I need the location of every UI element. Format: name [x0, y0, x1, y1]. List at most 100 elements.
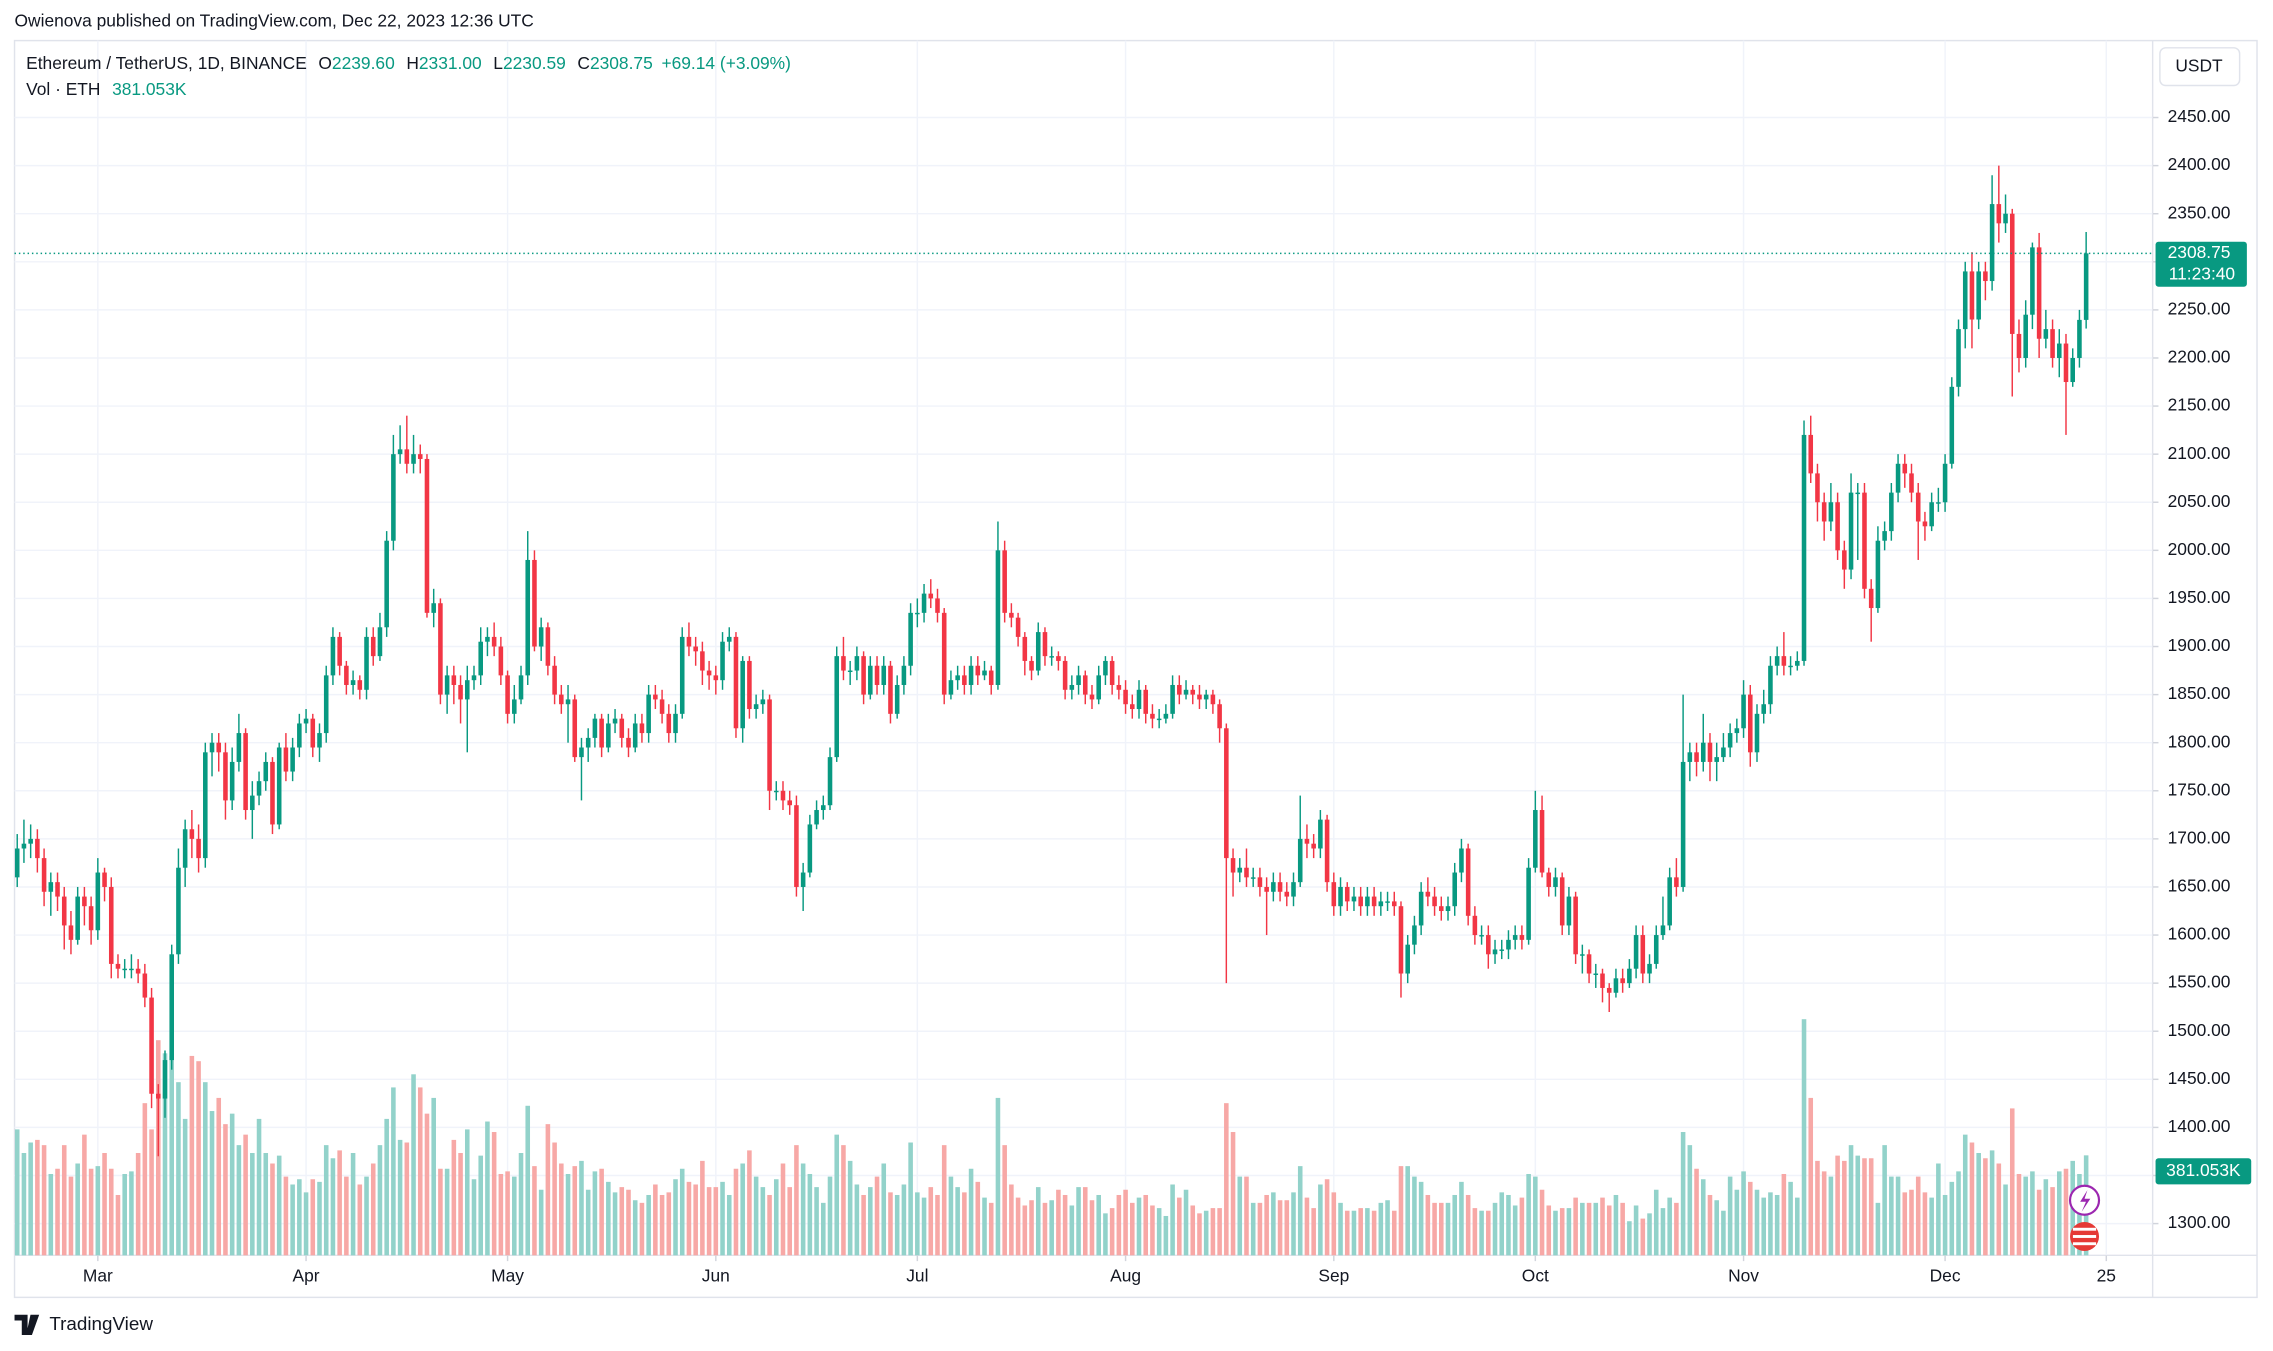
candle-body	[1257, 877, 1263, 887]
candle-body	[794, 805, 799, 887]
candle-body	[243, 733, 248, 811]
volume-bar	[512, 1176, 517, 1256]
candle-body	[1566, 896, 1572, 926]
candle-body	[1230, 858, 1236, 873]
volume-bar	[115, 1194, 121, 1256]
event-icon-bolt	[2080, 1190, 2091, 1212]
volume-bar	[1284, 1200, 1290, 1256]
volume-bar	[1177, 1197, 1182, 1256]
volume-bar	[1338, 1202, 1343, 1256]
volume-value: 381.053K	[112, 78, 187, 98]
volume-bar	[1969, 1142, 1975, 1256]
candle-body	[632, 723, 638, 748]
axes: 1300.001350.001400.001450.001500.001550.…	[14, 106, 2252, 1286]
candle-body	[700, 651, 705, 671]
volume-bar	[753, 1176, 759, 1256]
flag-stripe	[2072, 1227, 2097, 1231]
volume-bar	[538, 1189, 544, 1256]
candle-body	[1667, 877, 1672, 926]
candle-body	[881, 665, 887, 685]
volume-bar	[2023, 1176, 2028, 1256]
volume-bar	[236, 1145, 242, 1256]
candle-body	[962, 675, 967, 685]
volume-bar	[814, 1187, 819, 1256]
y-tick-label: 1400.00	[2168, 1116, 2231, 1136]
volume-bar	[1747, 1181, 1753, 1256]
candle-body	[1956, 329, 1961, 387]
volume-bar	[841, 1145, 846, 1256]
currency-box[interactable]	[2159, 47, 2241, 87]
candle-body	[1781, 656, 1787, 666]
volume-bar	[2030, 1171, 2035, 1256]
volume-bar	[532, 1166, 537, 1256]
candle-body	[397, 449, 403, 455]
candle-body	[1989, 204, 1995, 282]
volume-bar	[579, 1160, 584, 1256]
volume-bar	[1479, 1210, 1484, 1256]
y-tick-label: 2250.00	[2168, 298, 2231, 318]
volume-bar	[1291, 1192, 1296, 1256]
volume-bar	[263, 1153, 269, 1256]
candle-body	[1197, 694, 1202, 700]
candle-body	[2036, 247, 2042, 339]
candle-body	[1492, 949, 1498, 955]
volume-bar	[1700, 1179, 1706, 1256]
volume-bar	[1365, 1208, 1370, 1256]
candle-body	[1217, 704, 1222, 729]
candle-body	[256, 781, 262, 796]
volume-bar	[75, 1163, 80, 1256]
volume-bar	[1465, 1194, 1471, 1256]
candle-body	[250, 795, 255, 811]
volume-bar	[1633, 1205, 1639, 1256]
volume-bar	[1069, 1205, 1075, 1256]
volume-bar	[95, 1166, 101, 1256]
volume-bar	[464, 1129, 470, 1256]
candle-body	[1721, 747, 1726, 758]
volume-bar	[1190, 1205, 1196, 1256]
candle-body	[404, 449, 410, 464]
candle-body	[1459, 848, 1464, 873]
candle-body	[88, 906, 94, 931]
candle-body	[512, 699, 517, 714]
grid	[14, 40, 2153, 1256]
candle-body	[955, 675, 960, 681]
y-tick-label: 1300.00	[2168, 1212, 2231, 1232]
volume-bar	[2036, 1189, 2042, 1256]
volume-bar	[1452, 1194, 1458, 1256]
volume-bar	[767, 1194, 772, 1256]
change: +69.14 (+3.09%)	[661, 52, 790, 72]
volume-bar	[223, 1124, 228, 1256]
volume-bar	[1821, 1171, 1827, 1256]
volume-bar	[632, 1200, 638, 1256]
candle-body	[464, 680, 470, 700]
candle-body	[747, 660, 752, 710]
candle-body	[2030, 247, 2035, 315]
volume-bar	[888, 1192, 893, 1256]
volume-bar	[861, 1194, 866, 1256]
candle-body	[471, 675, 477, 681]
volume-bar	[1942, 1194, 1948, 1256]
candle-body	[424, 458, 430, 613]
candle-body	[1069, 684, 1075, 690]
candle-body	[807, 824, 813, 873]
currency[interactable]: USDT	[2175, 55, 2223, 75]
volume-bar	[243, 1134, 248, 1256]
last-price-box	[2155, 241, 2247, 287]
candle-body	[1915, 492, 1921, 522]
candle-body	[767, 699, 772, 791]
volume-bar	[297, 1179, 302, 1256]
ohlc-key: C	[577, 52, 590, 72]
volume-bar	[1721, 1210, 1726, 1256]
volume-bar	[491, 1132, 497, 1256]
volume-bar	[1519, 1197, 1525, 1256]
candle-body	[606, 723, 611, 748]
volume-bar	[55, 1168, 60, 1256]
candle-body	[1324, 819, 1330, 883]
candle-body	[35, 838, 40, 859]
volume-bar	[1707, 1194, 1713, 1256]
candle-body	[2070, 357, 2075, 383]
candle-body	[988, 670, 994, 685]
candle-body	[827, 757, 833, 806]
volume-bar	[908, 1142, 913, 1256]
volume-bar	[370, 1163, 376, 1256]
